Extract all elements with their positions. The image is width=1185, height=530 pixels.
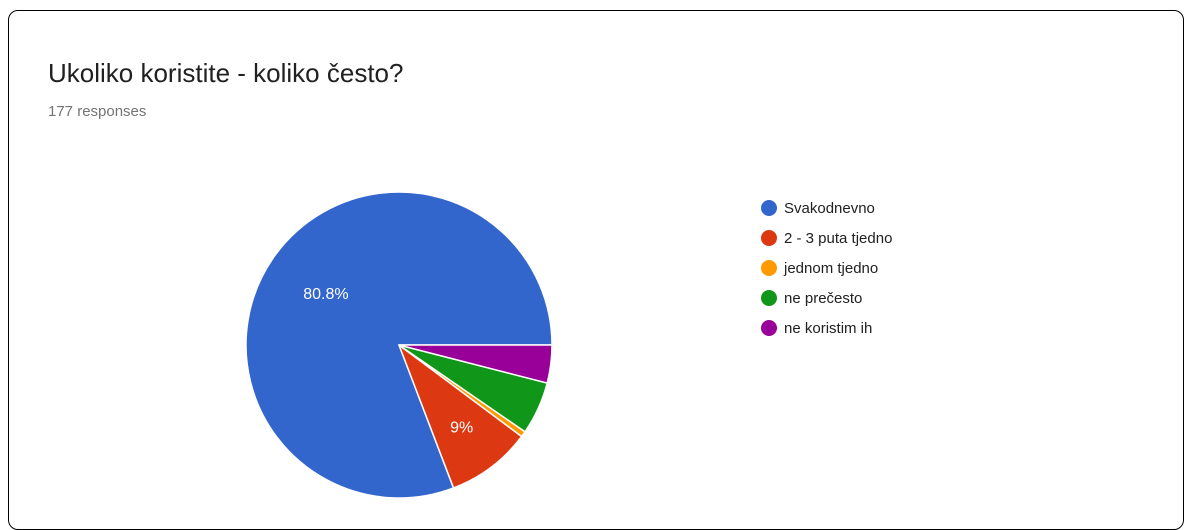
legend-label: ne prečesto bbox=[784, 289, 863, 307]
legend-item-1[interactable]: 2 - 3 puta tjedno bbox=[761, 223, 892, 253]
pie-slice-4[interactable] bbox=[398, 344, 553, 384]
legend-label: 2 - 3 puta tjedno bbox=[784, 229, 893, 247]
slice-label-0: 80.8% bbox=[303, 286, 348, 303]
chart-card bbox=[8, 10, 1184, 530]
legend-item-2[interactable]: jednom tjedno bbox=[761, 253, 892, 283]
legend-item-0[interactable]: Svakodnevno bbox=[761, 193, 892, 223]
legend-swatch-icon bbox=[761, 260, 777, 276]
slice-label-1: 9% bbox=[450, 420, 473, 437]
legend-item-4[interactable]: ne koristim ih bbox=[761, 313, 892, 343]
pie-slice-1[interactable] bbox=[398, 344, 523, 489]
legend-item-3[interactable]: ne prečesto bbox=[761, 283, 892, 313]
legend-swatch-icon bbox=[761, 320, 777, 336]
chart-legend: Svakodnevno 2 - 3 puta tjedno jednom tjedn… bbox=[761, 193, 892, 343]
legend-swatch-icon bbox=[761, 200, 777, 216]
legend-label: jednom tjedno bbox=[784, 259, 879, 277]
legend-swatch-icon bbox=[761, 230, 777, 246]
legend-label: ne koristim ih bbox=[784, 319, 873, 337]
chart-title: Ukoliko koristite - koliko često? bbox=[48, 58, 404, 88]
pie-chart: 80.8% 9% bbox=[245, 191, 553, 499]
legend-swatch-icon bbox=[761, 290, 777, 306]
legend-label: Svakodnevno bbox=[784, 199, 875, 217]
response-count: 177 responses bbox=[48, 103, 147, 120]
